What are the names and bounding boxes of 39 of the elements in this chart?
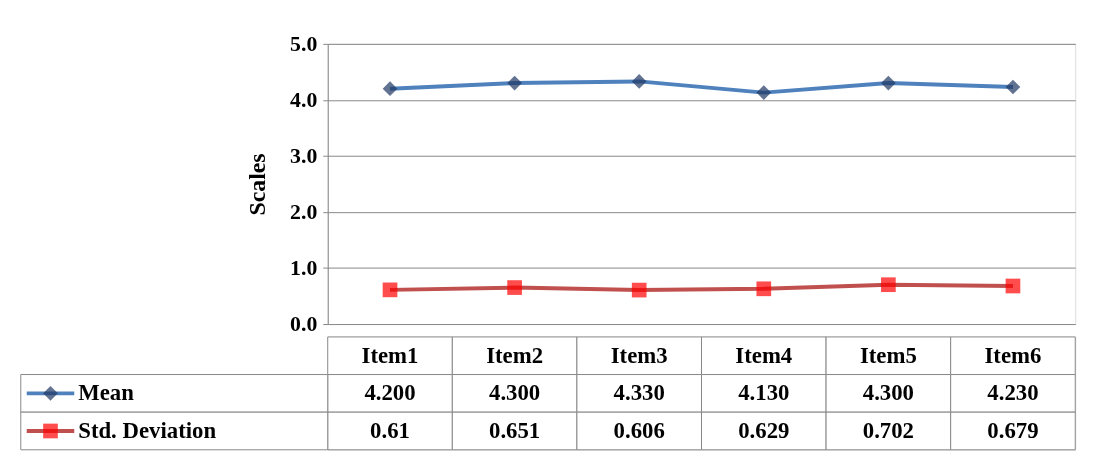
point — [756, 85, 772, 100]
y-tick-label: 1.0 — [290, 256, 318, 281]
data-label: 4.330 — [613, 380, 665, 406]
legend-label: Std. Deviation — [78, 417, 217, 443]
data-label: 0.702 — [862, 417, 914, 443]
data-label: 0.651 — [488, 417, 541, 443]
point — [1005, 278, 1021, 294]
x-tick-label: Item4 — [735, 342, 793, 368]
point — [507, 75, 522, 91]
data-label: 0.606 — [613, 417, 665, 443]
x-tick-label: Item5 — [859, 342, 917, 368]
point — [382, 282, 398, 298]
y-tick-label: 2.0 — [290, 200, 318, 225]
data-label: 4.230 — [987, 380, 1039, 406]
data-label: 4.300 — [862, 380, 914, 406]
x-tick-label: Item2 — [486, 342, 544, 368]
point — [631, 282, 647, 298]
data-label: 4.130 — [738, 380, 790, 406]
data-label: 4.200 — [364, 380, 416, 406]
x-tick-label: Item6 — [984, 342, 1042, 368]
y-axis-title: Scales — [244, 153, 271, 216]
data-label: 0.61 — [370, 417, 410, 443]
x-tick-label: Item3 — [610, 342, 668, 368]
point — [507, 280, 522, 295]
legend-label: Mean — [78, 380, 135, 406]
point — [881, 277, 896, 293]
point — [881, 75, 896, 91]
y-tick-label: 5.0 — [290, 32, 318, 57]
data-label: 0.679 — [987, 417, 1039, 443]
point — [756, 281, 772, 297]
data-label: 0.629 — [738, 417, 790, 443]
y-tick-label: 4.0 — [290, 88, 318, 113]
data-label: 4.300 — [488, 380, 541, 406]
point — [1005, 79, 1021, 95]
point — [382, 81, 398, 97]
y-tick-label: 3.0 — [290, 144, 318, 169]
x-tick-label: Item1 — [361, 342, 419, 368]
y-tick-label: 0.0 — [290, 312, 318, 337]
point — [631, 74, 647, 89]
